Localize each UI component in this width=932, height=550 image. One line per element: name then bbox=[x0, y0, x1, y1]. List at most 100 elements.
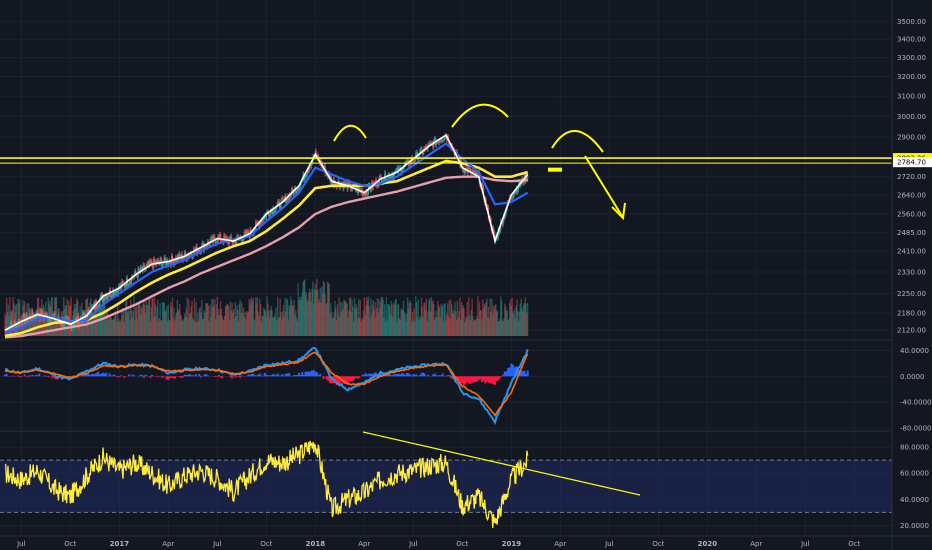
volume-bar bbox=[281, 311, 284, 336]
volume-bar bbox=[171, 297, 174, 336]
candle-body bbox=[112, 289, 114, 298]
candle-body bbox=[134, 270, 136, 276]
candle-body bbox=[153, 258, 156, 264]
box-annotation[interactable] bbox=[548, 167, 562, 172]
candle-body bbox=[175, 257, 177, 263]
volume-bar bbox=[118, 321, 121, 336]
volume-bar bbox=[128, 307, 130, 336]
candle-body bbox=[244, 231, 246, 234]
macd-hist-bar bbox=[139, 375, 142, 377]
candle-body bbox=[280, 200, 282, 209]
macd-panel[interactable] bbox=[4, 346, 529, 426]
arc-annotation-2[interactable] bbox=[451, 103, 509, 128]
candle-body bbox=[377, 185, 379, 186]
volume-bar bbox=[135, 306, 138, 336]
candle-body bbox=[429, 142, 431, 145]
macd-hist-bar bbox=[113, 374, 116, 377]
rsi-panel[interactable] bbox=[0, 431, 892, 529]
candle-body bbox=[245, 231, 247, 234]
volume-bar bbox=[142, 304, 144, 336]
macd-hist-bar bbox=[252, 373, 255, 377]
volume-bar bbox=[117, 319, 120, 336]
volume-bar bbox=[473, 319, 476, 336]
candle-body bbox=[12, 327, 14, 329]
macd-hist-bar bbox=[435, 374, 438, 377]
volume-bar bbox=[313, 289, 316, 336]
candle-body bbox=[274, 209, 276, 212]
volume-bar bbox=[232, 312, 234, 336]
rsi-tick-label: 40.0000 bbox=[900, 496, 929, 504]
candle-body bbox=[366, 191, 368, 194]
volume-bar bbox=[446, 313, 448, 336]
y-tick-label: 2120.00 bbox=[897, 327, 926, 335]
volume-bar bbox=[35, 310, 37, 336]
arc-annotation-3[interactable] bbox=[551, 130, 604, 153]
volume-bar bbox=[350, 311, 352, 336]
candle-body bbox=[73, 323, 76, 326]
volume-bar bbox=[154, 303, 156, 336]
volume-bar bbox=[497, 321, 499, 336]
volume-bar bbox=[257, 311, 259, 336]
candle-body bbox=[204, 245, 206, 248]
price-panel[interactable] bbox=[0, 103, 892, 339]
drawing-annotations[interactable] bbox=[333, 103, 626, 221]
macd-hist-bar bbox=[231, 376, 234, 379]
candle-body bbox=[365, 191, 367, 196]
volume-bar bbox=[354, 308, 357, 336]
candle-body bbox=[393, 173, 395, 178]
candle-body bbox=[519, 184, 521, 186]
macd-hist-bar bbox=[407, 373, 410, 377]
macd-hist-bar bbox=[472, 376, 475, 383]
candle-body bbox=[307, 169, 309, 174]
macd-hist-bar bbox=[480, 376, 483, 383]
candle-body bbox=[23, 315, 25, 316]
macd-hist-bar bbox=[311, 370, 314, 377]
volume-bar bbox=[463, 308, 465, 336]
volume-bar bbox=[386, 319, 388, 336]
macd-hist-bar bbox=[363, 374, 366, 377]
macd-hist-bar bbox=[351, 376, 354, 381]
candle-body bbox=[261, 219, 263, 221]
candle-body bbox=[108, 295, 110, 297]
volume-bar bbox=[268, 317, 271, 336]
volume-bar bbox=[398, 318, 401, 336]
resistance-line[interactable] bbox=[0, 157, 892, 172]
arrow-annotation-down[interactable] bbox=[584, 155, 623, 217]
volume-bar bbox=[408, 302, 410, 336]
candle-body bbox=[7, 329, 9, 332]
macd-hist-bar bbox=[492, 376, 495, 385]
candle-body bbox=[264, 215, 267, 218]
macd-hist-bar bbox=[466, 376, 469, 383]
macd-hist-bar bbox=[240, 375, 243, 377]
volume-bar bbox=[150, 307, 152, 336]
moving-average-line bbox=[4, 142, 529, 335]
time-axis[interactable]: Jul Oct 2017 Apr Jul Oct 2018 Apr Jul Oct 2019 Apr J… bbox=[16, 540, 861, 548]
volume-bar bbox=[344, 300, 347, 336]
volume-bar bbox=[164, 311, 166, 336]
macd-hist-bar bbox=[30, 375, 33, 377]
candle-body bbox=[210, 238, 212, 242]
candle-body bbox=[444, 135, 446, 139]
volume-bar bbox=[210, 299, 213, 336]
price-axis[interactable]: 3500.00 3400.00 3300.00 3200.00 3100.00 3000.… bbox=[897, 18, 931, 530]
volume-bar bbox=[457, 317, 459, 336]
candle-body bbox=[84, 312, 86, 316]
candle-body bbox=[149, 260, 151, 264]
volume-bar bbox=[32, 312, 35, 336]
volume-bar bbox=[237, 321, 240, 336]
x-tick-label: Jul bbox=[16, 540, 26, 548]
macd-hist-bar bbox=[348, 376, 351, 382]
macd-tick-label: -80.0000 bbox=[900, 425, 931, 433]
macd-hist-bar bbox=[471, 376, 474, 383]
arc-annotation-1[interactable] bbox=[333, 124, 367, 142]
candle-body bbox=[379, 176, 381, 179]
candle-body bbox=[277, 201, 280, 203]
volume-bar bbox=[433, 320, 436, 336]
candle-body bbox=[144, 265, 146, 270]
rsi-tick-label: 20.0000 bbox=[900, 522, 929, 530]
candle-body bbox=[34, 315, 36, 318]
volume-bar bbox=[323, 282, 326, 336]
macd-hist-bar bbox=[386, 374, 389, 377]
rsi-trendline-annotation[interactable] bbox=[362, 431, 641, 496]
